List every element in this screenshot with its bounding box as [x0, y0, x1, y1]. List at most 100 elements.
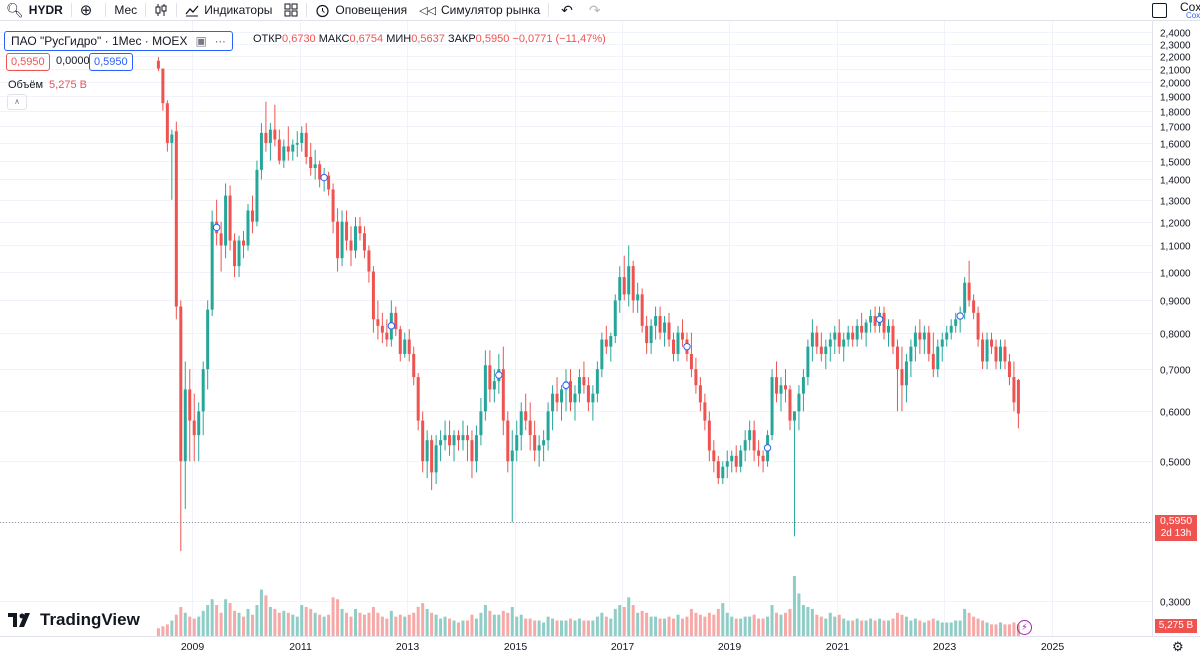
candle-body	[810, 332, 814, 347]
dividend-marker[interactable]	[763, 444, 772, 452]
volume-bar	[846, 620, 850, 636]
candle-body	[470, 440, 474, 462]
interval-label: Мес	[114, 3, 138, 17]
candle-body	[1003, 346, 1007, 362]
volume-bar	[636, 612, 640, 636]
candle-body	[219, 233, 223, 246]
dividend-marker[interactable]	[683, 342, 691, 351]
low-value: 0,5637	[411, 33, 445, 45]
volume-bar	[246, 608, 250, 636]
symbol-label: HYDR	[28, 3, 63, 17]
candle-body	[170, 134, 174, 143]
candle-body	[998, 346, 1002, 362]
indicators-button[interactable]: Индикаторы	[179, 0, 278, 20]
candle-body	[757, 450, 761, 456]
candle-body	[994, 346, 998, 362]
price-tick: 1,9000	[1160, 93, 1191, 104]
volume-bar	[645, 612, 649, 636]
interval-button[interactable]: Мес	[108, 0, 143, 20]
candle-body	[770, 377, 774, 436]
volume-bar	[658, 618, 662, 636]
volume-bar	[900, 614, 904, 636]
symbol-legend[interactable]: ПАО "РусГидро" · 1Мес · MOEX ▣ ⋯	[4, 31, 233, 51]
candle-body	[255, 169, 259, 222]
volume-bar	[309, 608, 313, 636]
candle-body	[465, 435, 469, 441]
time-tick: 2021	[826, 641, 850, 653]
symbol-search[interactable]: 🔍︎ HYDR	[0, 0, 69, 20]
candle-body	[394, 312, 398, 330]
volume-bar	[595, 616, 599, 636]
low-label: МИН	[386, 33, 412, 45]
layouts-button[interactable]	[278, 0, 304, 20]
volume-bar	[506, 612, 510, 636]
alerts-button[interactable]: Оповещения	[309, 0, 413, 20]
volume-bar	[188, 616, 192, 636]
time-axis: 2009 2011 2013 2015 2017 2019 2021 2023 2025	[181, 641, 1065, 653]
dividend-marker[interactable]	[956, 312, 964, 320]
candle-body	[613, 300, 617, 337]
candle-body	[609, 336, 613, 347]
candle-body	[268, 129, 272, 143]
volume-bar	[1012, 622, 1016, 636]
volume-bar	[224, 599, 228, 636]
candle-body	[318, 164, 322, 180]
settings-gear-icon[interactable]: ⚙	[1172, 639, 1184, 654]
replay-button[interactable]: ◁◁ Симулятор рынка	[413, 0, 546, 20]
volume-bar	[703, 616, 707, 636]
bid-pill[interactable]: 0,5950	[6, 53, 50, 71]
volume-bar	[416, 606, 420, 636]
candle-body	[636, 294, 640, 301]
close-label: ЗАКР	[447, 33, 476, 45]
eye-icon[interactable]: ▣	[195, 34, 207, 48]
volume-bar	[537, 620, 541, 636]
candle-body	[792, 411, 796, 421]
volume-bar	[385, 618, 389, 636]
dividend-marker[interactable]	[562, 381, 570, 389]
last-volume-tag: 5,275 B	[1155, 619, 1197, 633]
compare-button[interactable]: ⊕	[74, 0, 104, 20]
candles	[156, 57, 1020, 552]
candle-body	[340, 221, 344, 259]
event-markers	[212, 173, 964, 452]
candle-body	[582, 377, 586, 386]
collapse-legend-button[interactable]: ∧	[7, 94, 27, 110]
more-icon[interactable]: ⋯	[214, 35, 226, 48]
candle-body	[591, 393, 595, 403]
volume-legend[interactable]: Объём 5,275 B	[8, 79, 87, 91]
dividend-marker[interactable]	[212, 223, 221, 232]
chart-type-button[interactable]	[148, 0, 174, 20]
volume-bar	[313, 612, 317, 636]
tradingview-logo[interactable]: TradingView	[8, 610, 140, 630]
redo-button[interactable]: ↷	[583, 0, 607, 20]
volume-bar	[367, 612, 371, 636]
volume-bar	[300, 605, 304, 636]
volume-bar	[824, 618, 828, 636]
fullscreen-icon[interactable]	[1152, 3, 1167, 18]
candle-body	[304, 132, 308, 157]
volume-bar	[730, 616, 734, 636]
volume-bar	[586, 620, 590, 636]
save-button[interactable]: Сох	[1180, 0, 1200, 14]
lightning-icon[interactable]: ⚡︎	[1017, 620, 1032, 635]
candle-body	[873, 316, 877, 326]
candle-body	[551, 393, 555, 412]
dividend-marker[interactable]	[875, 315, 884, 323]
dividend-marker[interactable]	[320, 173, 328, 182]
volume-bar	[421, 603, 425, 636]
candle-body	[967, 282, 971, 301]
volume-bar	[479, 612, 483, 636]
candle-body	[707, 420, 711, 451]
volume-bar	[878, 618, 882, 636]
candle-body	[882, 312, 886, 333]
dividend-marker[interactable]	[387, 322, 396, 330]
candle-body	[174, 131, 178, 307]
candle-body	[739, 450, 743, 467]
ask-pill[interactable]: 0,5950	[89, 53, 133, 71]
dividend-marker[interactable]	[495, 371, 503, 379]
volume-bar	[474, 618, 478, 636]
undo-button[interactable]: ↶	[551, 0, 583, 20]
candle-body	[689, 353, 693, 370]
candle-body	[555, 393, 559, 403]
